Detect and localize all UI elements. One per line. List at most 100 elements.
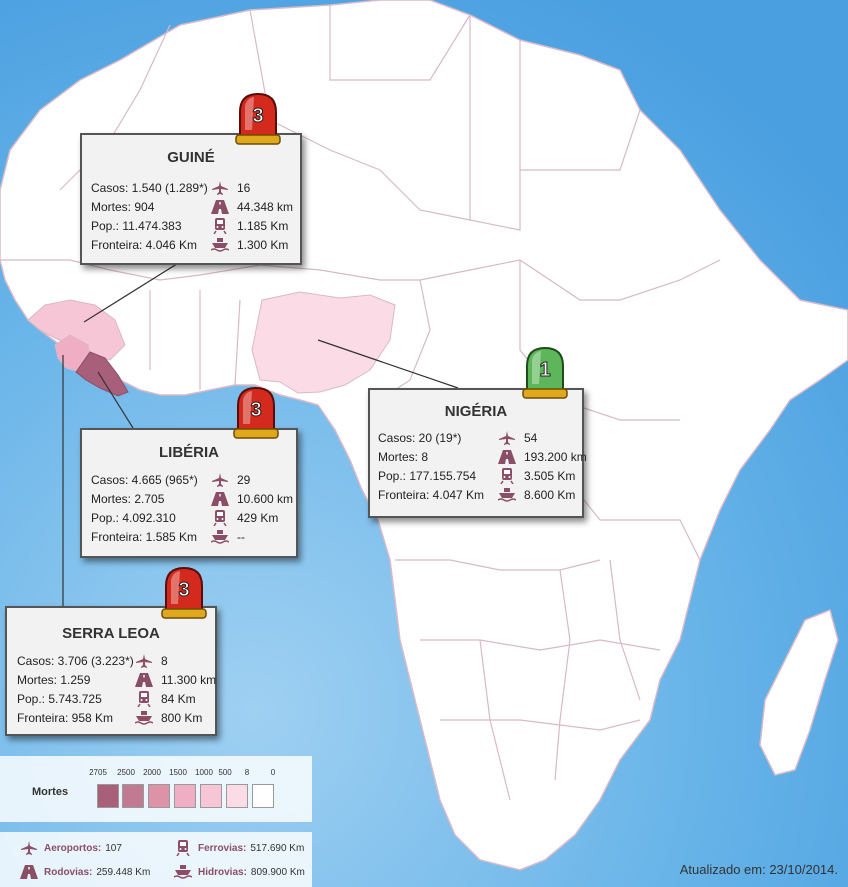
deaths-label: Mortes: 1.259 [17,672,91,687]
legend-waterways-label: Hidrovias: [198,866,247,878]
legend-waterways-value: 809.900 Km [250,866,305,878]
legend-tick: 500 [218,768,232,777]
ship-icon [496,487,518,503]
legend-tick: 1000 [195,768,213,777]
train-icon [172,840,194,856]
legend-tick: 2705 [89,768,107,777]
ship-icon [172,864,194,880]
legend-railways-label: Ferrovias: [198,842,247,854]
country-name: LIBÉRIA [159,444,219,461]
leader-lines [62,261,459,606]
alert-level: 1 [539,359,550,381]
border-label: Fronteira: 4.047 Km [378,487,485,502]
deaths-label: Mortes: 904 [91,199,155,214]
cases-label: Casos: 1.540 (1.289*) [91,180,208,195]
waterways-value: 1.300 Km [237,237,289,252]
waterways-value: -- [237,529,245,544]
country-panel-guine: GUINÉ Casos: 1.540 (1.289*) 16 Mortes: 90… [80,133,302,265]
country-panel-liberia: LIBÉRIA Casos: 4.665 (965*) 29 Mortes: 2.… [80,428,298,558]
deaths-label: Mortes: 2.705 [91,491,165,506]
airports-value: 8 [161,653,168,668]
railways-value: 1.185 Km [237,218,289,233]
country-panel-nigeria: NIGÉRIA Casos: 20 (19*) 54 Mortes: 8 193.2… [368,388,587,518]
legend-tick: 0 [270,768,276,777]
railways-value: 3.505 Km [524,468,576,483]
legend-roads-value: 259.448 Km [96,866,151,878]
legend-swatch [148,784,170,808]
legend-roads: Rodovias: 259.448 Km [18,864,150,880]
legend-swatch [226,784,248,808]
liberia-region [75,351,129,397]
train-icon [496,467,518,484]
road-icon [496,449,518,465]
madagascar [759,608,839,776]
siren-icon-nigeria: 1 [522,346,568,399]
legend-airports: Aeroportos: 107 [18,840,122,856]
cases-label: Casos: 20 (19*) [378,430,462,445]
plane-icon [18,840,40,856]
plane-icon [133,653,155,669]
road-icon [209,491,231,507]
legend-railways: Ferrovias: 517.690 Km [172,840,304,856]
cases-label: Casos: 4.665 (965*) [91,472,198,487]
country-name: GUINÉ [167,149,215,166]
legend-airports-value: 107 [105,842,122,854]
waterways-value: 8.600 Km [524,487,576,502]
population-label: Pop.: 5.743.725 [17,691,102,706]
deaths-legend-label: Mortes [32,786,69,798]
legend-railways-value: 517.690 Km [250,842,305,854]
train-icon [209,509,231,526]
country-name: SERRA LEOA [62,625,160,642]
deaths-legend: Mortes 2705 2500 2000 1500 1000 500 8 0 [0,756,312,822]
plane-icon [209,472,231,488]
legend-swatch [122,784,144,808]
legend-swatch [200,784,222,808]
roads-value: 193.200 km [524,449,587,464]
ship-icon [209,237,231,253]
road-icon [209,199,231,215]
railways-value: 429 Km [237,510,279,525]
country-name: NIGÉRIA [444,403,508,420]
population-label: Pop.: 4.092.310 [91,510,176,525]
legend-tick: 2500 [117,768,135,777]
alert-level: 3 [250,399,261,421]
country-panel-serra-leoa: SERRA LEOA Casos: 3.706 (3.223*) 8 Mortes… [5,606,217,736]
waterways-value: 800 Km [161,710,203,725]
ship-icon [209,529,231,545]
ship-icon [133,710,155,726]
road-icon [133,672,155,688]
train-icon [209,217,231,234]
updated-date: Atualizado em: 23/10/2014. [679,862,838,877]
legend-waterways: Hidrovias: 809.900 Km [172,864,305,880]
border-label: Fronteira: 958 Km [17,710,114,725]
airports-value: 16 [237,180,251,195]
roads-value: 11.300 km [161,672,217,687]
population-label: Pop.: 11.474.383 [91,218,182,233]
road-icon [18,864,40,880]
alert-level: 3 [178,579,189,601]
cases-label: Casos: 3.706 (3.223*) [17,653,134,668]
legend-swatch [97,784,119,808]
siren-icon-liberia: 3 [233,386,279,439]
railways-value: 84 Km [161,691,196,706]
alert-level: 3 [252,105,263,127]
guinea-region [27,299,126,361]
legend-airports-label: Aeroportos: [44,842,102,854]
legend-swatch [252,784,274,808]
airports-value: 54 [524,430,538,445]
legend-tick: 2000 [143,768,161,777]
siren-icon-serra-leoa: 3 [161,566,207,619]
legend-roads-label: Rodovias: [44,866,93,878]
roads-value: 10.600 km [237,491,294,506]
legend-swatch [174,784,196,808]
roads-value: 44.348 km [237,199,294,214]
plane-icon [496,430,518,446]
population-label: Pop.: 177.155.754 [378,468,477,483]
border-label: Fronteira: 4.046 Km [91,237,198,252]
transport-legend: Aeroportos: 107 Rodovias: 259.448 Km Fer… [0,832,312,887]
border-label: Fronteira: 1.585 Km [91,529,198,544]
airports-value: 29 [237,472,251,487]
plane-icon [209,180,231,196]
legend-tick: 8 [244,768,250,777]
siren-icon-guine: 3 [235,92,281,145]
